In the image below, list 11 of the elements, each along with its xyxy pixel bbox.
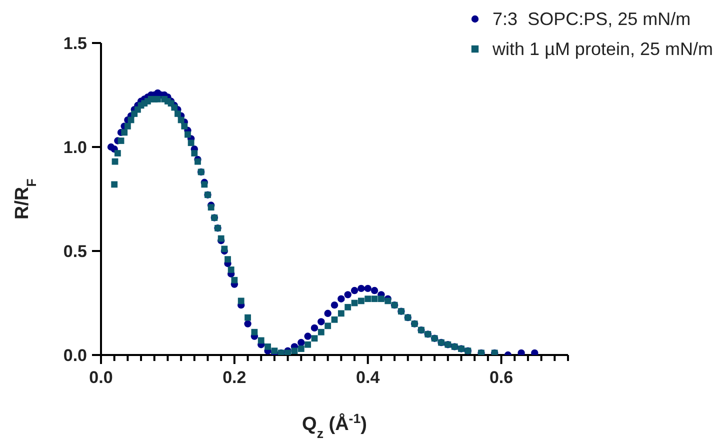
y-tick-label: 0.5: [63, 242, 87, 261]
y-tick-label: 1.5: [63, 34, 87, 53]
x-axis-title: Q$_{z}$ (Å$^{-1}$): [302, 410, 367, 440]
x-tick-label: 0.0: [89, 368, 113, 387]
x-tick-label: 0.2: [222, 368, 246, 387]
x-tick-label: 0.4: [356, 368, 380, 387]
legend-label: 7:3 SOPC:PS, 25 mN/m: [492, 8, 691, 30]
x-tick-label: 0.6: [489, 368, 514, 387]
y-tick-label: 0.0: [63, 346, 87, 365]
legend-label: with 1 µM protein, 25 mN/m: [492, 38, 713, 60]
y-tick-label: 1.0: [63, 138, 87, 157]
